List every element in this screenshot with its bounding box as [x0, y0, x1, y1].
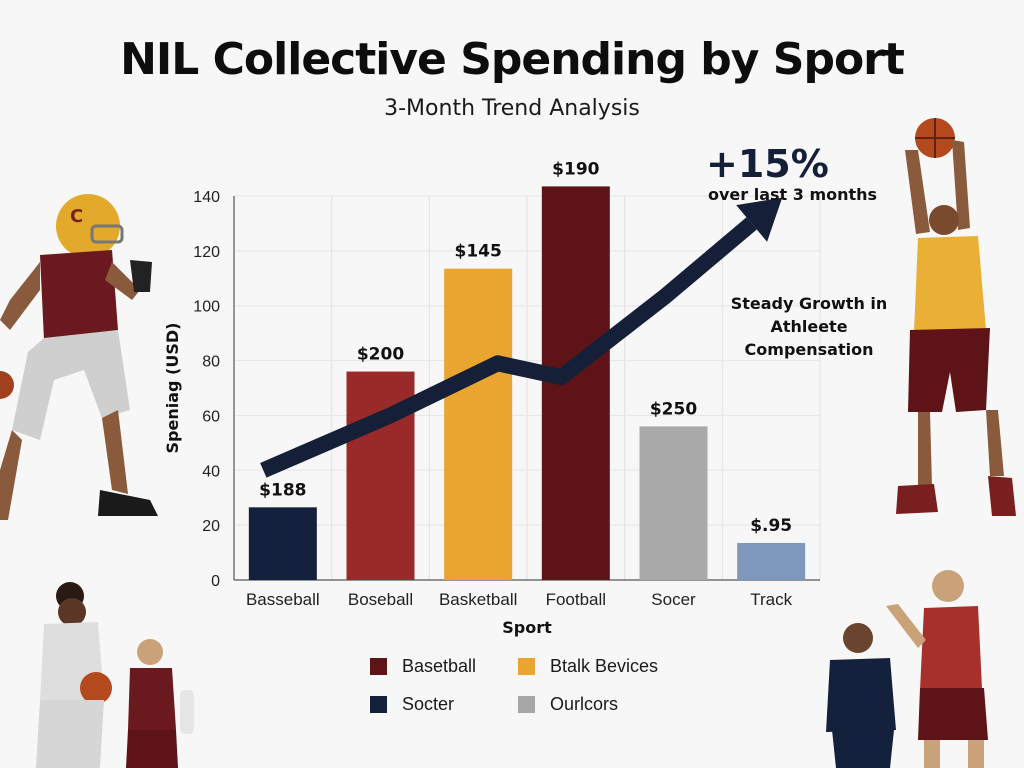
womens-basketball-illustration	[36, 582, 194, 768]
y-tick-label: 0	[211, 573, 220, 590]
data-label: $145	[455, 242, 502, 262]
bar	[444, 268, 513, 580]
legend-swatch	[518, 658, 535, 675]
legend-swatch	[518, 696, 535, 713]
data-label: $188	[259, 480, 306, 500]
legend-item: Ourlcors	[518, 694, 618, 715]
y-tick-label: 100	[193, 299, 220, 316]
bar	[248, 507, 317, 580]
legend-item: Socter	[370, 694, 454, 715]
legend-label: Basetball	[402, 656, 477, 676]
x-axis-title: Sport	[502, 618, 552, 637]
football-player-illustration: C	[0, 194, 158, 520]
x-tick-label: Boseball	[348, 590, 413, 609]
basketball-player-illustration	[896, 118, 1016, 516]
legend-swatch	[370, 658, 387, 675]
legend-item: Basetball	[370, 656, 476, 677]
bar	[737, 542, 806, 580]
growth-note-line-2: Athleete Compensation	[744, 317, 874, 359]
legend-swatch	[370, 696, 387, 713]
growth-note: Steady Growth in Athleete Compensation	[704, 292, 914, 361]
x-tick-label: Socer	[651, 590, 696, 609]
y-tick-label: 120	[193, 244, 220, 261]
growth-note-line-1: Steady Growth in	[730, 294, 888, 313]
x-tick-label: Football	[546, 590, 606, 609]
data-label: $200	[357, 345, 404, 365]
legend-label: Ourlcors	[550, 694, 619, 714]
soccer-players-illustration	[826, 570, 988, 768]
data-label: $.95	[750, 516, 792, 536]
x-tick-label: Basketball	[439, 590, 517, 609]
data-label: $190	[552, 159, 599, 179]
y-tick-label: 80	[202, 354, 220, 371]
y-tick-label: 140	[193, 189, 220, 206]
growth-percent-callout: +15%	[706, 142, 829, 186]
page-title: NIL Collective Spending by Sport	[120, 34, 905, 85]
legend-item: Btalk Bevices	[518, 656, 658, 677]
bar	[639, 426, 708, 580]
chart-legend: Basetball Btalk Bevices Socter Ourlcors	[370, 656, 690, 726]
trend-arrowhead	[736, 197, 783, 242]
y-axis-title: Speniag (USD)	[163, 323, 182, 454]
svg-text:C: C	[70, 206, 83, 227]
x-tick-label: Track	[750, 590, 792, 609]
data-label: $250	[650, 399, 697, 419]
page-subtitle: 3-Month Trend Analysis	[384, 96, 640, 121]
y-tick-label: 40	[202, 463, 220, 480]
legend-label: Btalk Bevices	[550, 656, 659, 676]
legend-label: Socter	[402, 694, 455, 714]
y-tick-label: 20	[202, 518, 220, 535]
trend-line	[260, 217, 757, 478]
growth-period-label: over last 3 months	[708, 185, 878, 204]
y-tick-label: 60	[202, 408, 220, 425]
x-tick-label: Basseball	[246, 590, 320, 609]
